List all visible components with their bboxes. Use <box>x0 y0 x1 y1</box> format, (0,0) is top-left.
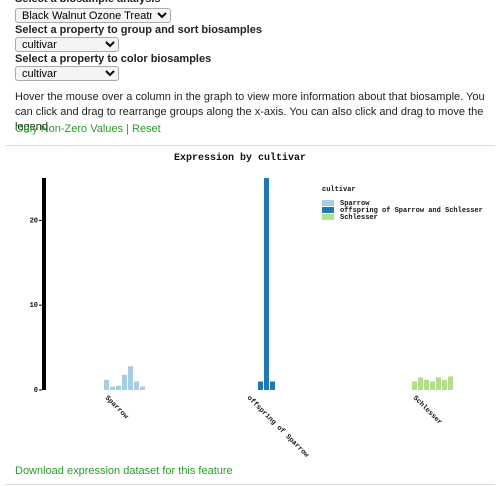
y-tick-label: 20 <box>30 217 38 225</box>
bar <box>104 379 109 390</box>
bar <box>448 376 453 390</box>
bar <box>258 381 263 390</box>
bar <box>430 381 435 390</box>
bottom-border <box>5 484 495 485</box>
x-tick-label: Schlesser <box>411 394 443 426</box>
chart: Expression by cultivar cultivar 0 10 20 Spa… <box>30 152 483 458</box>
chart-title: Expression by cultivar <box>174 152 306 164</box>
legend-label: Sparrow <box>340 200 370 208</box>
bar <box>128 366 133 390</box>
bar <box>116 385 121 390</box>
nonzero-link[interactable]: Only Non-Zero Values <box>15 123 124 135</box>
color-select[interactable]: cultivar <box>15 66 119 81</box>
bar <box>140 386 145 390</box>
group-select[interactable]: cultivar <box>15 37 119 52</box>
legend-swatch <box>322 207 334 213</box>
bar <box>418 377 423 390</box>
filter-links: Only Non-Zero Values | Reset <box>15 123 161 135</box>
hint-text: Hover the mouse over a column in the gra… <box>15 91 485 133</box>
bar <box>424 379 429 390</box>
bar <box>412 381 417 390</box>
bar <box>110 386 115 390</box>
analysis-label: Select a biosample analysis <box>15 0 161 5</box>
bar <box>134 381 139 390</box>
group-label: Select a property to group and sort bios… <box>15 24 262 36</box>
legend-label: Schlesser <box>340 214 378 222</box>
legend-label: offspring of Sparrow and Schlesser <box>340 207 483 215</box>
divider <box>5 145 495 146</box>
legend-swatch <box>322 200 334 206</box>
x-tick-label: Sparrow <box>103 394 130 421</box>
download-link[interactable]: Download expression dataset for this fea… <box>15 465 233 477</box>
bar <box>270 381 275 390</box>
bar <box>264 178 269 390</box>
bar <box>436 377 441 390</box>
bar <box>442 379 447 390</box>
separator: | <box>126 123 129 135</box>
legend-swatch <box>322 214 334 220</box>
bar <box>122 374 127 390</box>
y-tick-label: 0 <box>34 387 38 395</box>
color-label: Select a property to color biosamples <box>15 53 212 65</box>
analysis-select[interactable]: Black Walnut Ozone Treatments <box>15 8 171 23</box>
y-tick-label: 10 <box>30 302 38 310</box>
x-tick-label: offspring of Sparrow and Schlesser <box>245 394 352 458</box>
reset-link[interactable]: Reset <box>132 123 161 135</box>
legend-title: cultivar <box>322 186 356 194</box>
